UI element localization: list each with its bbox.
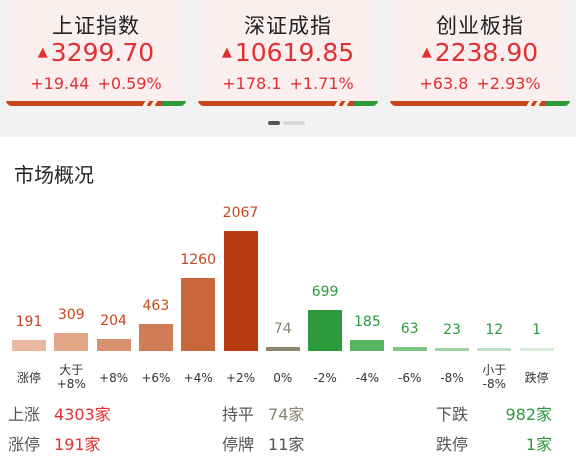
- bar-value-label: 185: [354, 314, 381, 330]
- category-label: 跌停: [524, 371, 549, 385]
- bar-column: 1260: [177, 197, 219, 351]
- distribution-chart: 191 309 204 463 1260 2067 74 699 185 63 23 12 1: [0, 197, 576, 391]
- pager-dot-active[interactable]: [268, 121, 280, 125]
- category-label: +8%: [99, 371, 129, 385]
- bar-column: 1: [516, 197, 558, 351]
- index-price: ▲ 3299.70: [37, 38, 155, 67]
- category-label: -6%: [398, 371, 422, 385]
- index-change: +19.44 +0.59%: [30, 74, 162, 93]
- bar-value-label: 2067: [222, 205, 259, 221]
- bar-value-label: 699: [311, 284, 339, 300]
- category-label: 小于 -8%: [482, 363, 507, 391]
- market-stats: 上涨 4303家 持平 74家 下跌 982家 涨停 191家 停牌 11家 跌停 1家: [0, 399, 576, 461]
- category-label: -8%: [440, 371, 464, 385]
- bar-column: 74: [262, 197, 304, 351]
- bar-column: 12: [473, 197, 515, 351]
- bar-column: 204: [93, 197, 135, 351]
- bar: [308, 310, 343, 351]
- bar-column: 699: [304, 197, 346, 351]
- category-label: +6%: [141, 371, 171, 385]
- bar: [519, 348, 554, 351]
- up-triangle-icon: ▲: [37, 45, 48, 60]
- bar: [12, 340, 46, 351]
- carousel-pager: [268, 121, 308, 125]
- stat-flat: 持平 74家: [222, 405, 305, 424]
- bar: [435, 348, 469, 351]
- up-down-ratio-bar: [6, 101, 186, 106]
- stat-suspended: 停牌 11家: [222, 435, 305, 454]
- index-cards: 上证指数 ▲ 3299.70 +19.44 +0.59% 深证成指 ▲ 10619.8…: [0, 0, 576, 106]
- bar-value-label: 1: [532, 322, 542, 338]
- bar-column: 2067: [220, 197, 262, 351]
- stat-up: 上涨 4303家: [8, 405, 111, 424]
- category-label: -2%: [313, 371, 337, 385]
- section-title: 市场概况: [14, 163, 94, 187]
- up-down-ratio-bar: [198, 101, 378, 106]
- index-change: +63.8 +2.93%: [419, 74, 541, 93]
- bar-value-label: 463: [142, 298, 170, 314]
- bar-value-label: 204: [100, 313, 127, 329]
- stat-down: 下跌 982家: [436, 405, 552, 424]
- index-name: 创业板指: [436, 14, 524, 38]
- bar-value-label: 74: [273, 321, 292, 337]
- index-price: ▲ 10619.85: [221, 38, 355, 67]
- stat-limit-up: 涨停 191家: [8, 435, 101, 454]
- index-name: 上证指数: [52, 14, 140, 38]
- distribution-axis-labels: 涨停 大于 +8% +8% +6% +4% +2% 0% -2% -4% -6% -8% 小于 -8% 跌停: [0, 363, 576, 397]
- category-label: 0%: [273, 371, 293, 385]
- index-card-sz[interactable]: 深证成指 ▲ 10619.85 +178.1 +1.71%: [198, 0, 378, 106]
- bar-column: 191: [8, 197, 50, 351]
- category-label: -4%: [355, 371, 380, 385]
- category-label: 大于 +8%: [56, 363, 86, 391]
- index-card-sh[interactable]: 上证指数 ▲ 3299.70 +19.44 +0.59%: [6, 0, 186, 106]
- category-label: 涨停: [16, 371, 41, 385]
- bar: [350, 340, 385, 351]
- market-overview-panel: 市场概况 191 309 204 463 1260 2067 74 699 185 63 23 12 1…: [0, 137, 576, 464]
- pager-dot[interactable]: [283, 121, 305, 125]
- bar-column: 185: [346, 197, 388, 351]
- bar: [138, 324, 173, 351]
- bar-column: 23: [431, 197, 473, 351]
- category-label: +2%: [225, 371, 256, 385]
- bar-value-label: 23: [443, 322, 461, 338]
- index-card-cy[interactable]: 创业板指 ▲ 2238.90 +63.8 +2.93%: [390, 0, 570, 106]
- bar: [392, 347, 427, 351]
- bar: [96, 339, 131, 351]
- bar-column: 309: [50, 197, 92, 351]
- stat-limit-down: 跌停 1家: [436, 435, 552, 454]
- index-name: 深证成指: [244, 14, 332, 38]
- bar-value-label: 63: [400, 321, 419, 337]
- up-triangle-icon: ▲: [221, 45, 232, 60]
- up-triangle-icon: ▲: [421, 45, 432, 60]
- bar: [477, 348, 512, 351]
- bar: [223, 231, 258, 351]
- bar-value-label: 191: [15, 314, 43, 330]
- bar-column: 63: [389, 197, 431, 351]
- category-label: +4%: [183, 371, 213, 385]
- up-down-ratio-bar: [390, 101, 570, 106]
- bar-value-label: 309: [57, 307, 85, 323]
- bar: [54, 333, 89, 351]
- bar-column: 463: [135, 197, 177, 351]
- bar-value-label: 1260: [180, 252, 216, 268]
- bar: [181, 278, 216, 351]
- index-change: +178.1 +1.71%: [222, 74, 354, 93]
- index-price: ▲ 2238.90: [421, 38, 539, 67]
- bar: [265, 347, 300, 351]
- bar-value-label: 12: [485, 322, 504, 338]
